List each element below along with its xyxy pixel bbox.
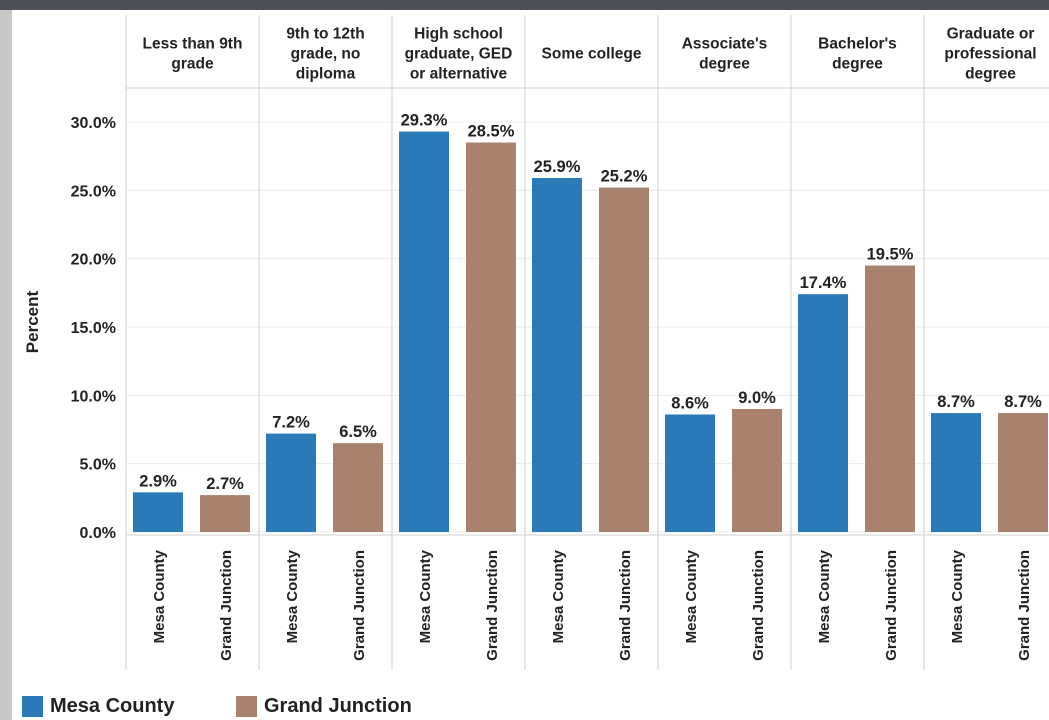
y-tick-label: 30.0%: [71, 115, 116, 132]
bar-mesa-county-4[interactable]: [665, 414, 715, 532]
bar-mesa-county-0[interactable]: [133, 492, 183, 532]
data-label-mesa-county-5: 17.4%: [800, 274, 847, 292]
bar-grand-junction-0[interactable]: [200, 495, 250, 532]
x-tick-label-grand-junction: Grand Junction: [484, 550, 501, 661]
window-top-bar: [0, 0, 1049, 10]
legend-label-grand-junction: Grand Junction: [264, 694, 412, 717]
bar-mesa-county-5[interactable]: [798, 294, 848, 532]
x-tick-label-grand-junction: Grand Junction: [218, 550, 235, 661]
bar-mesa-county-6[interactable]: [931, 413, 981, 532]
x-tick-label-mesa-county: Mesa County: [949, 549, 966, 643]
data-label-mesa-county-0: 2.9%: [139, 472, 177, 490]
category-header-bachelor-s-degree: Bachelor's degree: [818, 36, 897, 73]
data-label-mesa-county-4: 8.6%: [671, 394, 709, 412]
y-axis: 0.0% 5.0% 10.0% 15.0% 20.0% 25.0% 30.0%: [71, 115, 116, 542]
window-left-border: [0, 10, 12, 720]
x-tick-label-mesa-county: Mesa County: [417, 549, 434, 643]
y-tick-label: 5.0%: [80, 457, 116, 474]
category-header-high-school-graduate-ged-or-alternative: High school graduate, GED or alternative: [405, 26, 513, 83]
y-tick-label: 15.0%: [71, 320, 116, 337]
y-tick-label: 10.0%: [71, 388, 116, 405]
bars-layer: 2.9% 7.2% 29.3% 25.9% 8.6% 17.4% 8.7% 2.7% 6.5% 2…: [133, 112, 1048, 533]
x-tick-label-mesa-county: Mesa County: [550, 549, 567, 643]
x-tick-label-mesa-county: Mesa County: [284, 549, 301, 643]
y-axis-label: Percent: [23, 290, 42, 353]
bar-grand-junction-5[interactable]: [865, 265, 915, 533]
data-label-grand-junction-1: 6.5%: [339, 423, 377, 441]
category-header-less-than-9th-grade: Less than 9th grade: [143, 36, 243, 73]
bar-grand-junction-2[interactable]: [466, 142, 516, 533]
x-tick-label-mesa-county: Mesa County: [683, 549, 700, 643]
bar-grand-junction-1[interactable]: [333, 443, 383, 532]
bar-mesa-county-3[interactable]: [532, 178, 582, 533]
bar-grand-junction-6[interactable]: [998, 413, 1048, 532]
data-label-mesa-county-3: 25.9%: [534, 158, 581, 176]
bar-mesa-county-1[interactable]: [266, 433, 316, 532]
grid-layer: [125, 15, 1049, 670]
data-label-mesa-county-2: 29.3%: [401, 112, 448, 130]
data-label-grand-junction-2: 28.5%: [468, 123, 515, 141]
data-label-grand-junction-4: 9.0%: [738, 389, 776, 407]
x-tick-label-grand-junction: Grand Junction: [1016, 550, 1033, 661]
x-tick-label-mesa-county: Mesa County: [151, 549, 168, 643]
category-header-graduate-or-professional-degree: Graduate or professional degree: [944, 26, 1036, 83]
x-tick-label-grand-junction: Grand Junction: [750, 550, 767, 661]
x-tick-label-grand-junction: Grand Junction: [617, 550, 634, 661]
bar-grand-junction-4[interactable]: [732, 409, 782, 532]
data-label-grand-junction-3: 25.2%: [601, 168, 648, 186]
bar-grand-junction-3[interactable]: [599, 187, 649, 532]
y-tick-label: 0.0%: [80, 525, 116, 542]
data-label-grand-junction-5: 19.5%: [867, 246, 914, 264]
data-label-grand-junction-0: 2.7%: [206, 475, 244, 493]
legend-swatch-mesa-county: [22, 695, 43, 717]
y-tick-label: 25.0%: [71, 183, 116, 200]
legend-label-mesa-county: Mesa County: [50, 694, 175, 717]
bar-mesa-county-2[interactable]: [399, 131, 449, 533]
category-header-associate-s-degree: Associate's degree: [682, 36, 768, 73]
chart-panel: Less than 9th grade 9th to 12th grade, no di…: [12, 10, 1049, 720]
data-label-mesa-county-6: 8.7%: [937, 393, 975, 411]
x-tick-labels: Mesa County Mesa County Mesa County Mesa Co…: [151, 549, 1033, 660]
category-header-some-college: Some college: [542, 46, 642, 63]
y-tick-label: 20.0%: [71, 252, 116, 269]
category-headers: Less than 9th grade 9th to 12th grade, no di…: [143, 26, 1037, 83]
education-bar-chart: Less than 9th grade 9th to 12th grade, no di…: [23, 15, 1049, 670]
legend-swatch-grand-junction: [236, 695, 257, 717]
legend-item-grand-junction[interactable]: Grand Junction: [236, 694, 412, 718]
category-header-9th-to-12th-grade-no-diploma: 9th to 12th grade, no diploma: [286, 26, 364, 83]
legend-item-mesa-county[interactable]: Mesa County: [22, 694, 174, 718]
x-tick-label-grand-junction: Grand Junction: [351, 550, 368, 661]
x-tick-label-mesa-county: Mesa County: [816, 549, 833, 643]
data-label-mesa-county-1: 7.2%: [272, 414, 310, 432]
x-tick-label-grand-junction: Grand Junction: [883, 550, 900, 661]
data-label-grand-junction-6: 8.7%: [1004, 393, 1042, 411]
